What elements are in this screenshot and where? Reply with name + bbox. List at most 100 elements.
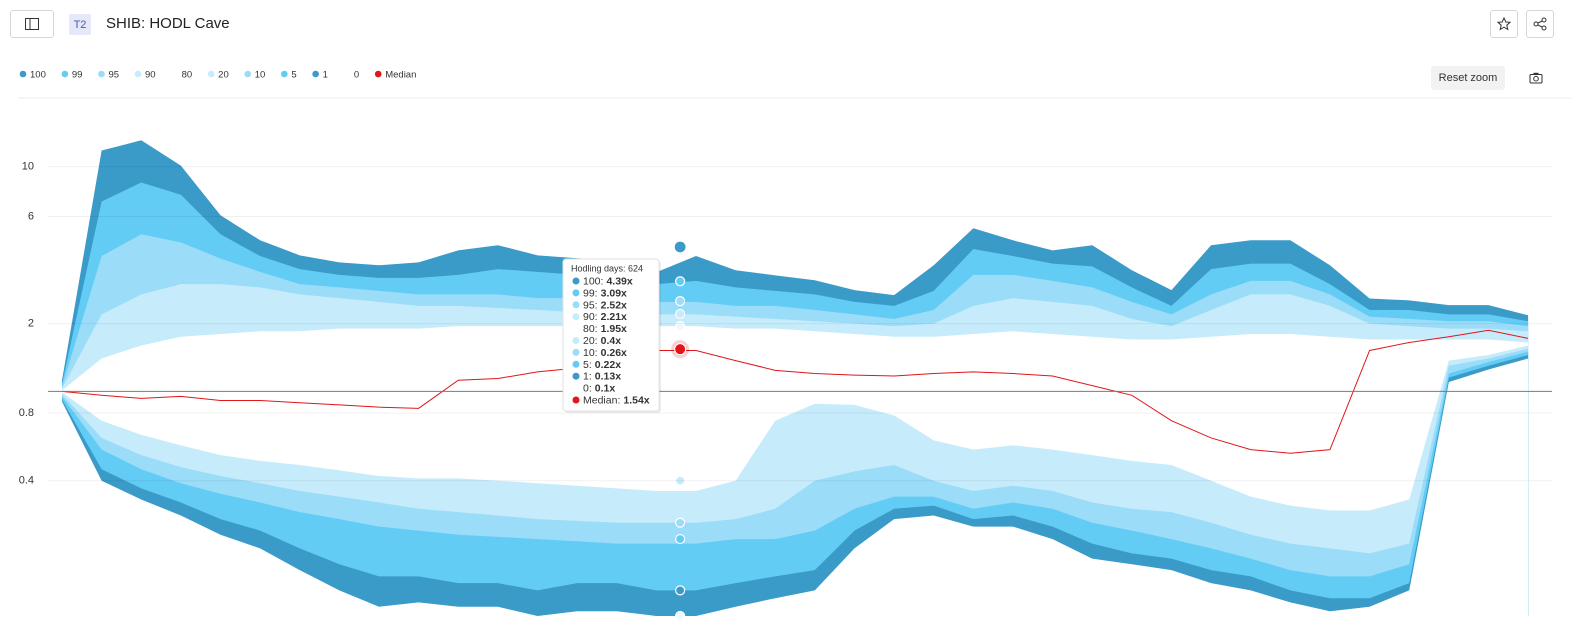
tooltip-row: 0: 0.1x [583,382,615,394]
sidebar-toggle[interactable] [10,10,54,38]
tooltip-value: 0.22x [595,359,621,371]
tooltip-row: Median: 1.54x [583,394,650,406]
tooltip-key: 95: [583,299,598,311]
tooltip-dot [572,396,580,404]
legend-item[interactable]: 20 [207,70,229,81]
tooltip-value: 1.54x [623,394,649,406]
tooltip-box [562,258,660,412]
legend-label: 95 [108,70,119,81]
tooltip-value: 2.52x [601,299,627,311]
hover-marker [674,343,687,356]
tooltip-row: 80: 1.95x [583,323,627,335]
hover-marker [675,276,686,287]
tooltip-dot [572,277,580,285]
favorite-button[interactable] [1490,10,1518,38]
tooltip-value: 3.09x [601,287,627,299]
median-line [61,329,1529,454]
legend-marker [171,70,178,78]
plot-area [61,140,1529,620]
share-icon [1533,17,1547,31]
tooltip-value: 0.26x [601,347,627,359]
y-tick-label: 2 [28,318,34,330]
legend-label: 80 [182,70,193,81]
hover-marker [675,321,686,332]
legend-item[interactable]: 5 [281,70,297,81]
legend-item[interactable]: 99 [61,70,83,81]
tooltip-dot [572,360,580,368]
tooltip-dot [572,325,580,333]
legend-label: 100 [30,70,46,81]
legend-item[interactable]: 80 [171,70,192,81]
legend-item[interactable]: 1 [312,70,328,81]
legend-item[interactable]: 95 [98,70,119,81]
legend-label: 0 [354,70,359,81]
reset-zoom-button[interactable]: Reset zoom [1431,66,1505,90]
tooltip-dot [572,348,580,356]
tooltip-value: 2.21x [601,311,627,323]
legend-marker [312,70,319,78]
star-icon [1497,17,1511,31]
tooltip-row: 1: 0.13x [583,370,621,382]
tooltip-dot [572,301,580,309]
legend-marker [281,70,288,78]
tooltip-row: 10: 0.26x [583,347,627,359]
band-area [62,358,1529,616]
legend-item[interactable]: 90 [134,70,156,81]
tooltip-key: 0: [583,382,592,394]
y-tick-label: 6 [28,210,34,222]
hover-marker [675,585,686,596]
legend-marker [244,70,252,78]
chart-title: SHIB: HODL Cave [106,15,230,32]
share-button[interactable] [1526,10,1554,38]
legend-label: 5 [291,70,296,81]
hover-marker [673,240,687,254]
tooltip-key: 5: [583,359,592,371]
legend-item[interactable]: Median [374,70,416,81]
tooltip-dot [572,313,580,321]
legend-label: 99 [72,70,83,81]
tier-badge: T2 [69,14,91,35]
y-tick-label: 0.8 [19,407,34,419]
tooltip-key: 80: [583,323,598,335]
tooltip-value: 1.95x [601,323,627,335]
hover-marker [675,517,686,528]
legend-item[interactable]: 100 [19,70,46,81]
hover-marker [675,533,686,545]
sidebar-icon [25,18,39,30]
tooltip-dot [572,337,580,344]
band-area [62,351,1529,616]
legend-item[interactable]: 0 [343,70,360,81]
tooltip-title: Hodling days: 624 [571,263,643,273]
legend-label: 20 [218,70,229,81]
tooltip-dot [572,372,580,380]
hover-marker [675,610,686,620]
legend-label: 10 [255,70,266,81]
hover-marker [675,308,686,320]
legend-item[interactable]: 10 [244,70,265,81]
tooltip-row: 20: 0.4x [583,335,621,347]
tooltip-key: 10: [583,347,598,359]
tooltip-key: 90: [583,311,598,323]
tooltip-key: 99: [583,287,598,299]
camera-icon[interactable] [1529,72,1543,84]
legend-label: 1 [323,70,328,81]
legend-marker [61,70,69,78]
y-tick-label: 10 [22,161,34,173]
tooltip-row: 5: 0.22x [583,359,621,371]
tooltip-value: 4.39x [606,275,632,287]
legend-marker [374,70,382,78]
legend-label: Median [385,70,416,81]
legend-label: 90 [145,70,156,81]
legend-marker [207,70,215,78]
tooltip-value: 0.1x [595,382,616,394]
hover-marker [675,475,686,486]
tooltip-value: 0.13x [595,370,621,382]
tooltip-row: 90: 2.21x [583,311,627,323]
tooltip-row: 95: 2.52x [583,299,627,311]
tooltip-key: 20: [583,335,598,347]
tooltip-key: 100: [583,275,603,287]
y-tick-label: 0.4 [19,475,34,487]
